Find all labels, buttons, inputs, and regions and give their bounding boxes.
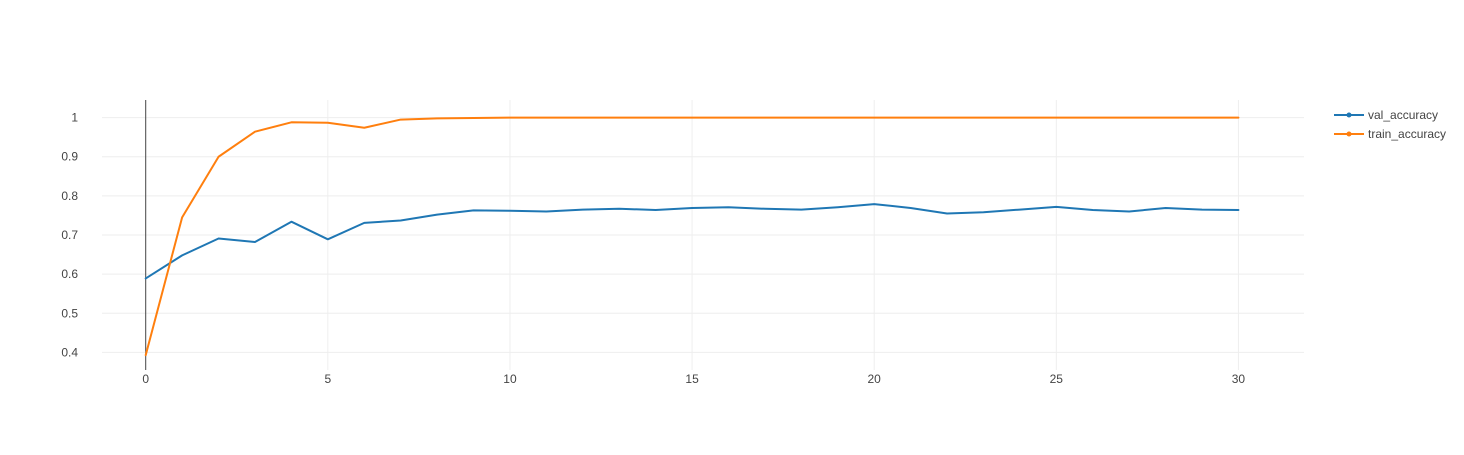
legend-label: train_accuracy bbox=[1368, 127, 1446, 141]
x-tick-label: 25 bbox=[1050, 372, 1064, 386]
y-tick-label: 0.5 bbox=[61, 306, 78, 320]
y-tick-label: 0.9 bbox=[61, 150, 78, 164]
x-tick-label: 15 bbox=[685, 372, 699, 386]
x-axis-ticks: 0 5 10 15 20 25 30 bbox=[142, 372, 1245, 386]
legend-marker bbox=[1346, 131, 1352, 137]
x-tick-label: 30 bbox=[1232, 372, 1246, 386]
legend-item-val-accuracy[interactable]: val_accuracy bbox=[1334, 108, 1438, 122]
y-tick-label: 1 bbox=[71, 111, 78, 125]
legend[interactable]: val_accuracy train_accuracy bbox=[1334, 108, 1446, 141]
x-tick-label: 0 bbox=[142, 372, 149, 386]
legend-label: val_accuracy bbox=[1368, 108, 1438, 122]
y-tick-label: 0.7 bbox=[61, 228, 78, 242]
x-tick-label: 20 bbox=[868, 372, 882, 386]
y-tick-label: 0.4 bbox=[61, 345, 78, 359]
series-line-train-accuracy bbox=[144, 116, 1240, 357]
series-line-val-accuracy bbox=[144, 203, 1240, 280]
grid bbox=[102, 100, 1304, 370]
legend-marker bbox=[1346, 112, 1352, 118]
y-axis-ticks: 0.4 0.5 0.6 0.7 0.8 0.9 1 bbox=[61, 111, 78, 360]
x-tick-label: 10 bbox=[503, 372, 517, 386]
legend-item-train-accuracy[interactable]: train_accuracy bbox=[1334, 127, 1446, 141]
y-tick-label: 0.6 bbox=[61, 267, 78, 281]
y-tick-label: 0.8 bbox=[61, 189, 78, 203]
x-tick-label: 5 bbox=[324, 372, 331, 386]
series-lines bbox=[144, 116, 1240, 357]
